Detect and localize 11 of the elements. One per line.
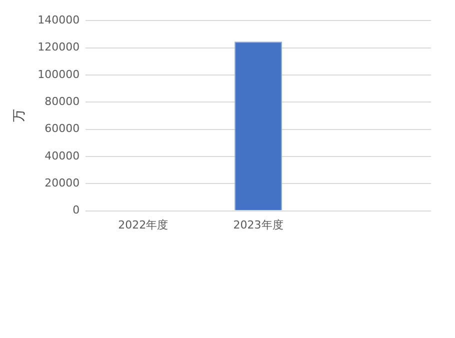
x-tick-label: 2022年度 (118, 218, 168, 232)
y-tick-label: 80000 (44, 94, 80, 108)
y-tick-label: 140000 (38, 13, 80, 26)
y-axis-title: 万 (12, 109, 28, 122)
y-tick-label: 0 (72, 204, 80, 217)
y-tick-label: 100000 (38, 68, 80, 81)
y-tick-label: 60000 (44, 122, 80, 136)
y-tick-label: 120000 (38, 40, 80, 54)
y-tick-label: 40000 (44, 149, 80, 162)
x-tick-label: 2023年度 (233, 218, 284, 232)
y-tick-label: 20000 (44, 176, 80, 190)
